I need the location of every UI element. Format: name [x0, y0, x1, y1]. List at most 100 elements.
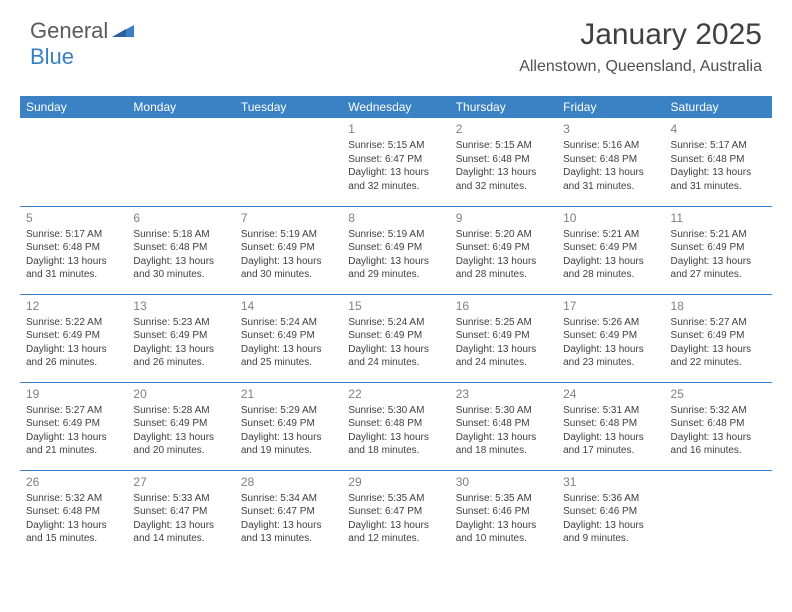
sunset-text: Sunset: 6:48 PM	[563, 417, 658, 431]
daylight-text: Daylight: 13 hours and 18 minutes.	[456, 431, 551, 458]
sunset-text: Sunset: 6:48 PM	[456, 417, 551, 431]
day-number: 6	[133, 210, 228, 226]
daylight-text: Daylight: 13 hours and 15 minutes.	[26, 519, 121, 546]
sunrise-text: Sunrise: 5:32 AM	[26, 492, 121, 506]
sunset-text: Sunset: 6:49 PM	[563, 241, 658, 255]
calendar-cell: 11Sunrise: 5:21 AMSunset: 6:49 PMDayligh…	[665, 206, 772, 294]
sunset-text: Sunset: 6:49 PM	[671, 241, 766, 255]
calendar-cell: 7Sunrise: 5:19 AMSunset: 6:49 PMDaylight…	[235, 206, 342, 294]
calendar-cell: 29Sunrise: 5:35 AMSunset: 6:47 PMDayligh…	[342, 470, 449, 558]
day-number: 4	[671, 121, 766, 137]
header: General January 2025 Allenstown, Queensl…	[0, 0, 792, 84]
day-number: 5	[26, 210, 121, 226]
weekday-header-row: Sunday Monday Tuesday Wednesday Thursday…	[20, 96, 772, 118]
calendar-cell: 17Sunrise: 5:26 AMSunset: 6:49 PMDayligh…	[557, 294, 664, 382]
logo-text-blue-wrap: Blue	[30, 44, 74, 70]
sunset-text: Sunset: 6:48 PM	[671, 153, 766, 167]
daylight-text: Daylight: 13 hours and 19 minutes.	[241, 431, 336, 458]
calendar-cell	[127, 118, 234, 206]
daylight-text: Daylight: 13 hours and 29 minutes.	[348, 255, 443, 282]
logo-text-general: General	[30, 18, 108, 44]
calendar-cell: 22Sunrise: 5:30 AMSunset: 6:48 PMDayligh…	[342, 382, 449, 470]
weekday-header: Sunday	[20, 96, 127, 118]
sunset-text: Sunset: 6:49 PM	[348, 241, 443, 255]
sunrise-text: Sunrise: 5:28 AM	[133, 404, 228, 418]
sunset-text: Sunset: 6:48 PM	[26, 241, 121, 255]
logo-text-blue: Blue	[30, 44, 74, 69]
calendar-cell: 16Sunrise: 5:25 AMSunset: 6:49 PMDayligh…	[450, 294, 557, 382]
weekday-header: Wednesday	[342, 96, 449, 118]
day-number: 15	[348, 298, 443, 314]
daylight-text: Daylight: 13 hours and 12 minutes.	[348, 519, 443, 546]
sunrise-text: Sunrise: 5:36 AM	[563, 492, 658, 506]
sunrise-text: Sunrise: 5:27 AM	[671, 316, 766, 330]
daylight-text: Daylight: 13 hours and 30 minutes.	[133, 255, 228, 282]
day-number: 13	[133, 298, 228, 314]
sunrise-text: Sunrise: 5:16 AM	[563, 139, 658, 153]
sunset-text: Sunset: 6:47 PM	[133, 505, 228, 519]
daylight-text: Daylight: 13 hours and 23 minutes.	[563, 343, 658, 370]
daylight-text: Daylight: 13 hours and 31 minutes.	[671, 166, 766, 193]
sunrise-text: Sunrise: 5:18 AM	[133, 228, 228, 242]
sunrise-text: Sunrise: 5:23 AM	[133, 316, 228, 330]
calendar-row: 5Sunrise: 5:17 AMSunset: 6:48 PMDaylight…	[20, 206, 772, 294]
day-number: 9	[456, 210, 551, 226]
calendar-cell: 18Sunrise: 5:27 AMSunset: 6:49 PMDayligh…	[665, 294, 772, 382]
sunrise-text: Sunrise: 5:22 AM	[26, 316, 121, 330]
daylight-text: Daylight: 13 hours and 24 minutes.	[348, 343, 443, 370]
calendar-cell: 30Sunrise: 5:35 AMSunset: 6:46 PMDayligh…	[450, 470, 557, 558]
day-number: 10	[563, 210, 658, 226]
day-number: 19	[26, 386, 121, 402]
calendar-table: Sunday Monday Tuesday Wednesday Thursday…	[20, 96, 772, 558]
calendar-cell: 31Sunrise: 5:36 AMSunset: 6:46 PMDayligh…	[557, 470, 664, 558]
calendar-cell: 4 Sunrise: 5:17 AMSunset: 6:48 PMDaylight…	[665, 118, 772, 206]
day-number: 27	[133, 474, 228, 490]
day-number: 24	[563, 386, 658, 402]
calendar-cell: 26 Sunrise: 5:32 AMSunset: 6:48 PMDayligh…	[20, 470, 127, 558]
location: Allenstown, Queensland, Australia	[519, 58, 762, 76]
daylight-text: Daylight: 13 hours and 30 minutes.	[241, 255, 336, 282]
sunset-text: Sunset: 6:49 PM	[241, 329, 336, 343]
sunrise-text: Sunrise: 5:34 AM	[241, 492, 336, 506]
calendar-cell: 28Sunrise: 5:34 AMSunset: 6:47 PMDayligh…	[235, 470, 342, 558]
weekday-header: Monday	[127, 96, 234, 118]
sunrise-text: Sunrise: 5:17 AM	[671, 139, 766, 153]
sunrise-text: Sunrise: 5:30 AM	[456, 404, 551, 418]
calendar-cell: 21Sunrise: 5:29 AMSunset: 6:49 PMDayligh…	[235, 382, 342, 470]
sunset-text: Sunset: 6:48 PM	[26, 505, 121, 519]
calendar-cell: 23 Sunrise: 5:30 AMSunset: 6:48 PMDayligh…	[450, 382, 557, 470]
daylight-text: Daylight: 13 hours and 16 minutes.	[671, 431, 766, 458]
daylight-text: Daylight: 13 hours and 31 minutes.	[26, 255, 121, 282]
sunrise-text: Sunrise: 5:27 AM	[26, 404, 121, 418]
calendar-cell	[665, 470, 772, 558]
sunset-text: Sunset: 6:47 PM	[348, 153, 443, 167]
day-number: 18	[671, 298, 766, 314]
sunrise-text: Sunrise: 5:24 AM	[241, 316, 336, 330]
calendar-cell: 24Sunrise: 5:31 AMSunset: 6:48 PMDayligh…	[557, 382, 664, 470]
day-number: 28	[241, 474, 336, 490]
day-number: 22	[348, 386, 443, 402]
month-title: January 2025	[519, 18, 762, 52]
sunrise-text: Sunrise: 5:20 AM	[456, 228, 551, 242]
sunset-text: Sunset: 6:48 PM	[563, 153, 658, 167]
sunset-text: Sunset: 6:49 PM	[133, 417, 228, 431]
weekday-header: Saturday	[665, 96, 772, 118]
sunrise-text: Sunrise: 5:24 AM	[348, 316, 443, 330]
daylight-text: Daylight: 13 hours and 26 minutes.	[133, 343, 228, 370]
sunrise-text: Sunrise: 5:15 AM	[456, 139, 551, 153]
day-number: 26	[26, 474, 121, 490]
daylight-text: Daylight: 13 hours and 17 minutes.	[563, 431, 658, 458]
weekday-header: Thursday	[450, 96, 557, 118]
sunset-text: Sunset: 6:49 PM	[671, 329, 766, 343]
calendar-cell: 6Sunrise: 5:18 AMSunset: 6:48 PMDaylight…	[127, 206, 234, 294]
calendar-cell: 19Sunrise: 5:27 AMSunset: 6:49 PMDayligh…	[20, 382, 127, 470]
sunset-text: Sunset: 6:48 PM	[456, 153, 551, 167]
sunrise-text: Sunrise: 5:19 AM	[241, 228, 336, 242]
daylight-text: Daylight: 13 hours and 14 minutes.	[133, 519, 228, 546]
day-number: 23	[456, 386, 551, 402]
title-block: January 2025 Allenstown, Queensland, Aus…	[519, 18, 762, 76]
sunset-text: Sunset: 6:49 PM	[133, 329, 228, 343]
calendar-cell	[20, 118, 127, 206]
sunrise-text: Sunrise: 5:21 AM	[563, 228, 658, 242]
sunrise-text: Sunrise: 5:21 AM	[671, 228, 766, 242]
